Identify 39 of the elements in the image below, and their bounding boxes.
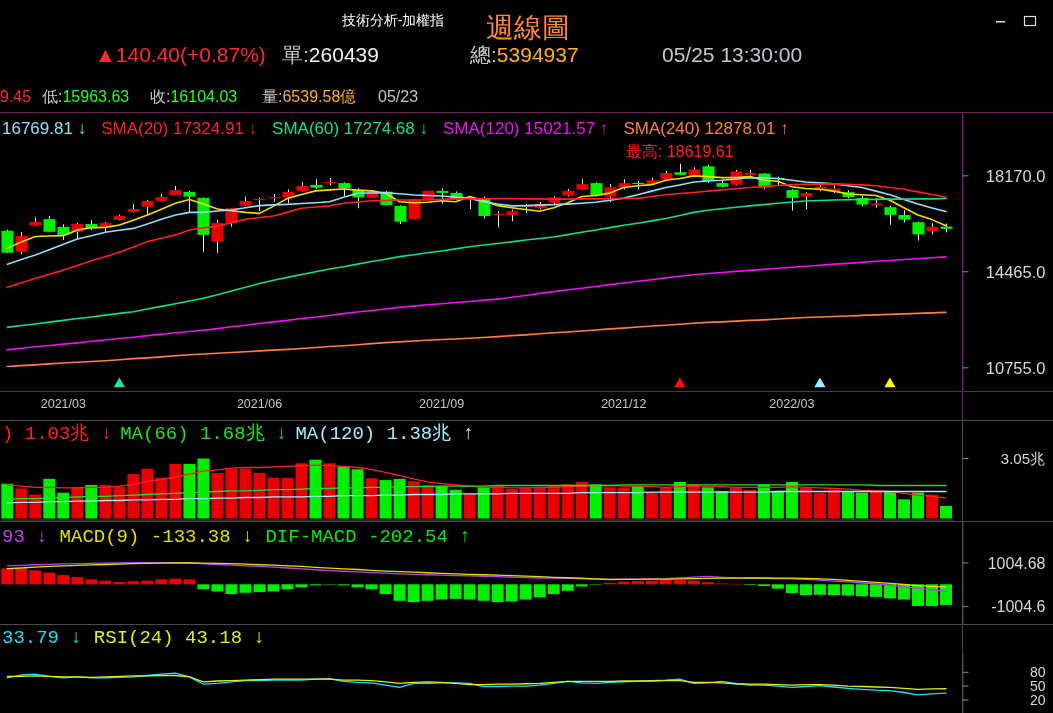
x-tick-label: 2021/03 bbox=[40, 396, 86, 411]
text: 9.45 bbox=[0, 88, 32, 105]
text: MA(120) 1.38兆 ↑ bbox=[295, 423, 475, 445]
y-tick-label: 14465.0 bbox=[985, 262, 1046, 281]
x-tick-label: 2021/12 bbox=[601, 396, 647, 411]
text: MA(66) 1.68兆 ↓ bbox=[120, 423, 288, 445]
y-tick-label: 80 bbox=[1029, 664, 1046, 681]
series-label: RSI(24) 43.18 ↓ bbox=[93, 627, 265, 649]
series-label: MACD(9) -133.38 ↓ bbox=[59, 526, 254, 548]
text: 單:260439 bbox=[282, 43, 379, 66]
text: 量:6539.58億 bbox=[262, 88, 357, 105]
text: 低:15963.63 bbox=[42, 88, 130, 105]
text: SMA(240) 12878.01 ↑ bbox=[623, 119, 789, 138]
x-tick-label: 2021/06 bbox=[236, 396, 283, 411]
text: ) 1.03兆 ↓ bbox=[2, 423, 113, 445]
series-label: 93 ↓ bbox=[2, 526, 48, 548]
text: SMA(60) 17274.68 ↓ bbox=[272, 119, 428, 138]
x-tick-label: 2021/09 bbox=[419, 396, 465, 411]
x-tick-label: 2022/03 bbox=[769, 396, 815, 411]
y-tick-label: 10755.0 bbox=[985, 358, 1046, 377]
annotation: 最高: 18619.61 bbox=[625, 142, 734, 160]
y-tick-label: 18170.0 bbox=[985, 166, 1046, 185]
y-tick-label: 50 bbox=[1029, 678, 1046, 694]
chart-subtitle: 技術分析-加權指 bbox=[340, 12, 445, 28]
text: 收:16104.03 bbox=[150, 88, 238, 105]
text: ▲140.40(+0.87%) bbox=[95, 43, 266, 66]
text: SMA(20) 17324.91 ↓ bbox=[101, 119, 258, 138]
y-tick-label: 20 bbox=[1029, 691, 1046, 708]
text: 16769.81 ↓ bbox=[2, 119, 87, 138]
text: 05/23 bbox=[378, 88, 419, 105]
text: 3.05兆 bbox=[1000, 449, 1045, 467]
chart-title: 週線圖 bbox=[486, 12, 570, 43]
text: 總:5394937 bbox=[469, 43, 579, 66]
text: SMA(120) 15021.57 ↑ bbox=[442, 119, 609, 138]
series-label: DIF-MACD -202.54 ↑ bbox=[265, 526, 471, 548]
series-label: 33.79 ↓ bbox=[2, 627, 82, 649]
y-tick-label: -1004.6 bbox=[991, 598, 1046, 616]
y-tick-label: 1004.68 bbox=[987, 554, 1046, 572]
text: 05/25 13:30:00 bbox=[662, 43, 803, 66]
